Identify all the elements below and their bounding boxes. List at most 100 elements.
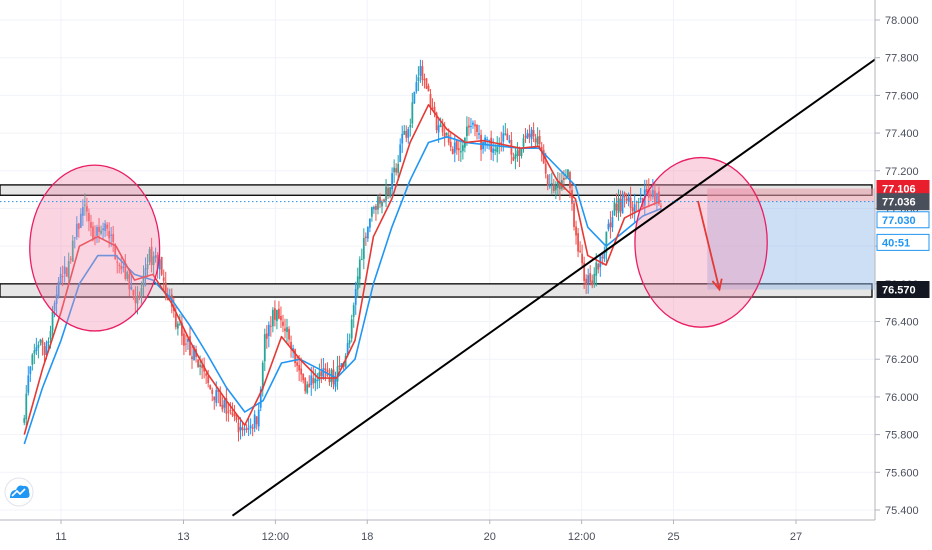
candle-body: [381, 201, 383, 207]
candle-body: [187, 338, 189, 342]
candle-body: [328, 377, 331, 383]
candle-body: [605, 231, 608, 253]
trendline[interactable]: [231, 34, 910, 517]
candle-body: [154, 255, 157, 258]
candle-body: [51, 311, 54, 331]
take-profit-area[interactable]: [707, 201, 904, 290]
candle-body: [247, 428, 250, 430]
logo-chart-line: [11, 488, 26, 497]
candle-body: [280, 316, 282, 321]
candle-body: [249, 425, 252, 428]
candle-body: [502, 133, 505, 142]
candle-body: [118, 264, 121, 266]
y-tick-label: 75.600: [885, 467, 919, 479]
candle-body: [558, 181, 561, 190]
arrow-line[interactable]: [697, 200, 721, 290]
candle-body: [88, 213, 90, 222]
candle-body: [514, 154, 517, 159]
y-tick-label: 78.000: [885, 15, 919, 27]
candle-body: [144, 268, 147, 276]
candle-body: [472, 122, 474, 125]
candle-body: [45, 342, 48, 355]
candle-body: [623, 192, 626, 198]
candle-body: [482, 142, 484, 150]
candle-body: [377, 196, 379, 210]
candle-body: [516, 150, 519, 157]
candle-body: [110, 234, 113, 236]
candle-body: [27, 375, 30, 393]
candle-body: [302, 373, 305, 381]
candle-body: [647, 189, 650, 199]
time-axis-bg[interactable]: [0, 520, 875, 550]
candle-body: [193, 347, 195, 361]
candle-body: [265, 333, 268, 339]
candle-body: [156, 254, 159, 269]
logo-cloud: [10, 485, 30, 498]
candle-body: [67, 260, 70, 279]
candle-body: [445, 132, 448, 136]
candle-body: [607, 223, 610, 230]
candle-body: [320, 369, 323, 377]
candle-body: [550, 183, 553, 185]
candle-body: [185, 343, 187, 345]
candle-body: [649, 195, 652, 197]
candle-body: [259, 389, 262, 408]
x-tick-label: 12:00: [568, 531, 596, 543]
candle-body: [524, 135, 527, 138]
candle-body: [207, 376, 210, 384]
candle-body: [449, 142, 452, 148]
candle-body: [288, 328, 290, 340]
candle-body: [136, 295, 139, 304]
candle-body: [421, 66, 424, 81]
candle-body: [148, 249, 151, 263]
candle-body: [92, 226, 94, 240]
price-tag-label: 77.030: [882, 215, 916, 227]
candle-body: [47, 341, 50, 343]
candle-body: [389, 187, 391, 197]
candle-body: [494, 149, 497, 152]
highlight-circle-1[interactable]: [29, 164, 161, 332]
short-position-tool[interactable]: [707, 188, 904, 290]
price-tag: 77.030: [876, 211, 930, 229]
time-axis[interactable]: 11 13 12:00 18 20 12:00 25 27: [0, 519, 875, 550]
candle-body: [554, 185, 557, 191]
candle-body: [486, 139, 489, 141]
candle-body: [233, 414, 236, 417]
tradingview-cloud-icon[interactable]: [4, 477, 34, 507]
drawings[interactable]: [0, 34, 910, 517]
candle-body: [77, 223, 80, 229]
price-tag: 77.036: [876, 193, 930, 211]
candle-body: [585, 278, 588, 285]
candle-body: [158, 259, 161, 270]
candle-body: [534, 138, 537, 143]
candle-body: [417, 77, 420, 82]
candle-body: [461, 145, 464, 152]
candle-body: [459, 151, 462, 153]
candle-body: [597, 264, 600, 270]
price-axis-bg[interactable]: [875, 0, 932, 550]
candle-body: [629, 197, 632, 209]
price-tag-bg: [876, 193, 930, 211]
price-tag-bg: [876, 211, 930, 229]
candle-body: [300, 368, 303, 375]
candle-body: [304, 378, 307, 392]
candle-body: [324, 368, 327, 371]
candle-body: [356, 276, 359, 290]
price-axis[interactable]: 78.00077.80077.60077.40077.20077.00076.8…: [874, 0, 932, 550]
candle-body: [316, 379, 319, 381]
candle-body: [86, 205, 88, 212]
candle-body: [176, 323, 179, 329]
stop-loss-area[interactable]: [707, 188, 904, 202]
arrow-head[interactable]: [711, 278, 723, 292]
candle-body: [181, 322, 183, 336]
candle-body: [150, 246, 153, 266]
candle-body: [340, 363, 343, 368]
candle-body: [565, 178, 567, 180]
candle-body: [419, 65, 422, 76]
candle-body: [405, 130, 408, 138]
candle-body: [548, 185, 551, 187]
highlight-circle-2[interactable]: [634, 156, 768, 328]
candle-body: [403, 130, 406, 135]
candle-body: [625, 198, 628, 201]
